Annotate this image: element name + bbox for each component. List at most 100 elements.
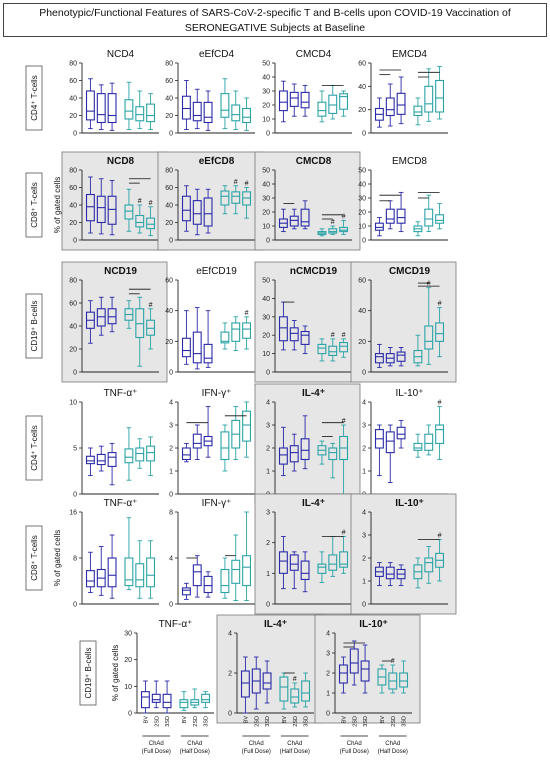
panel-2: CMCD4 0 10 20 30 40 50 xyxy=(262,49,352,138)
y-tick-label: 0 xyxy=(266,370,270,377)
box-2 xyxy=(300,551,310,593)
y-tick-label: 60 xyxy=(165,278,173,285)
box-3 xyxy=(317,338,327,362)
box-iqr xyxy=(203,197,213,227)
y-tick-label: 0 xyxy=(169,131,173,138)
box-iqr xyxy=(203,575,213,594)
box-iqr xyxy=(192,101,202,122)
box-iqr xyxy=(396,426,406,440)
box-iqr xyxy=(146,557,156,588)
panel-22: IL-10⁺ 0 1 2 3 4 # xyxy=(314,614,421,724)
y-tick-label: 40 xyxy=(165,203,173,210)
x-group-label-line2: (Full Dose) xyxy=(340,749,369,755)
box-iqr xyxy=(135,447,145,462)
box-2 xyxy=(300,325,310,355)
box-1 xyxy=(96,445,106,472)
box-iqr xyxy=(374,222,384,231)
box-5 xyxy=(301,672,311,708)
box-iqr xyxy=(203,343,213,364)
box-iqr xyxy=(300,330,310,345)
box-iqr xyxy=(435,424,445,444)
box-iqr xyxy=(107,93,117,124)
x-group-label-line1: ChAd xyxy=(385,741,400,747)
box-1 xyxy=(289,320,299,351)
box-4 xyxy=(135,296,145,367)
y-tick-label: 2 xyxy=(362,446,366,453)
box-3 xyxy=(220,185,230,215)
box-iqr xyxy=(278,447,288,465)
panel-7: EMCD8 0 10 20 30 40 50 xyxy=(358,156,448,245)
box-2 xyxy=(300,84,310,117)
box-iqr xyxy=(220,190,230,206)
row-label-box xyxy=(25,293,43,359)
significance-mark: # xyxy=(342,530,346,537)
box-5 xyxy=(201,691,211,709)
y-tick-label: 40 xyxy=(358,84,366,91)
box-iqr xyxy=(385,97,395,117)
box-iqr xyxy=(396,351,406,362)
y-tick-label: 1 xyxy=(362,579,366,586)
box-iqr xyxy=(107,452,117,467)
x-tick-label: 3SD xyxy=(165,716,171,727)
y-tick-label: 16 xyxy=(69,510,77,517)
y-tick-label: 0 xyxy=(266,131,270,138)
y-tick-label: 80 xyxy=(165,168,173,175)
panel-title: eEfCD19 xyxy=(196,266,237,277)
box-5 xyxy=(339,536,349,574)
box-iqr xyxy=(124,99,134,120)
y-tick-label: 0 xyxy=(73,602,77,609)
box-iqr xyxy=(338,664,348,684)
box-4 xyxy=(328,225,338,235)
box-4 xyxy=(328,84,338,120)
panel-title: EMCD8 xyxy=(392,156,427,167)
x-tick-label: BV xyxy=(243,716,249,724)
box-2 xyxy=(203,90,213,131)
y-tick-label: 80 xyxy=(69,168,77,175)
box-iqr xyxy=(124,557,134,587)
y-tick-label: 20 xyxy=(69,113,77,120)
box-0 xyxy=(85,78,95,130)
panel-title: IL-4⁺ xyxy=(264,619,287,630)
box-1 xyxy=(385,83,395,127)
box-4 xyxy=(424,68,434,122)
box-5 xyxy=(435,203,445,230)
box-2 xyxy=(300,200,310,230)
box-1 xyxy=(96,296,106,336)
row-label-box xyxy=(25,65,43,131)
box-iqr xyxy=(242,555,252,587)
box-2 xyxy=(107,534,117,599)
y-tick-label: 80 xyxy=(69,61,77,68)
box-iqr xyxy=(242,107,252,124)
y-tick-label: 60 xyxy=(358,61,366,68)
panel-title: TNF-α⁺ xyxy=(104,388,138,399)
row-label-text: CD8⁺ T-cells xyxy=(30,182,39,227)
box-3 xyxy=(413,334,423,367)
box-iqr xyxy=(135,106,145,122)
y-tick-label: 0 xyxy=(169,492,173,499)
box-iqr xyxy=(146,445,156,462)
box-iqr xyxy=(96,195,106,224)
box-iqr xyxy=(181,337,191,358)
box-0 xyxy=(181,185,191,232)
y-tick-label: 4 xyxy=(169,400,173,407)
box-2 xyxy=(396,419,406,449)
box-iqr xyxy=(435,322,445,342)
box-iqr xyxy=(349,648,359,674)
box-5 xyxy=(242,97,252,131)
box-iqr xyxy=(107,195,117,225)
box-2 xyxy=(203,310,213,368)
box-iqr xyxy=(300,560,310,581)
y-tick-label: 2 xyxy=(326,671,330,678)
box-iqr xyxy=(328,345,338,356)
panel-title: CMCD19 xyxy=(389,266,431,277)
panel-title: TNF-α⁺ xyxy=(104,498,138,509)
panel-shade xyxy=(254,151,361,251)
box-0 xyxy=(181,442,191,463)
box-iqr xyxy=(289,327,299,342)
box-iqr xyxy=(435,79,445,113)
box-iqr xyxy=(146,319,156,336)
panel-1: eEfCD4 0 20 40 60 80 xyxy=(165,49,255,138)
box-4 xyxy=(135,438,145,469)
box-4 xyxy=(424,287,434,365)
y-tick-label: 0 xyxy=(362,370,366,377)
